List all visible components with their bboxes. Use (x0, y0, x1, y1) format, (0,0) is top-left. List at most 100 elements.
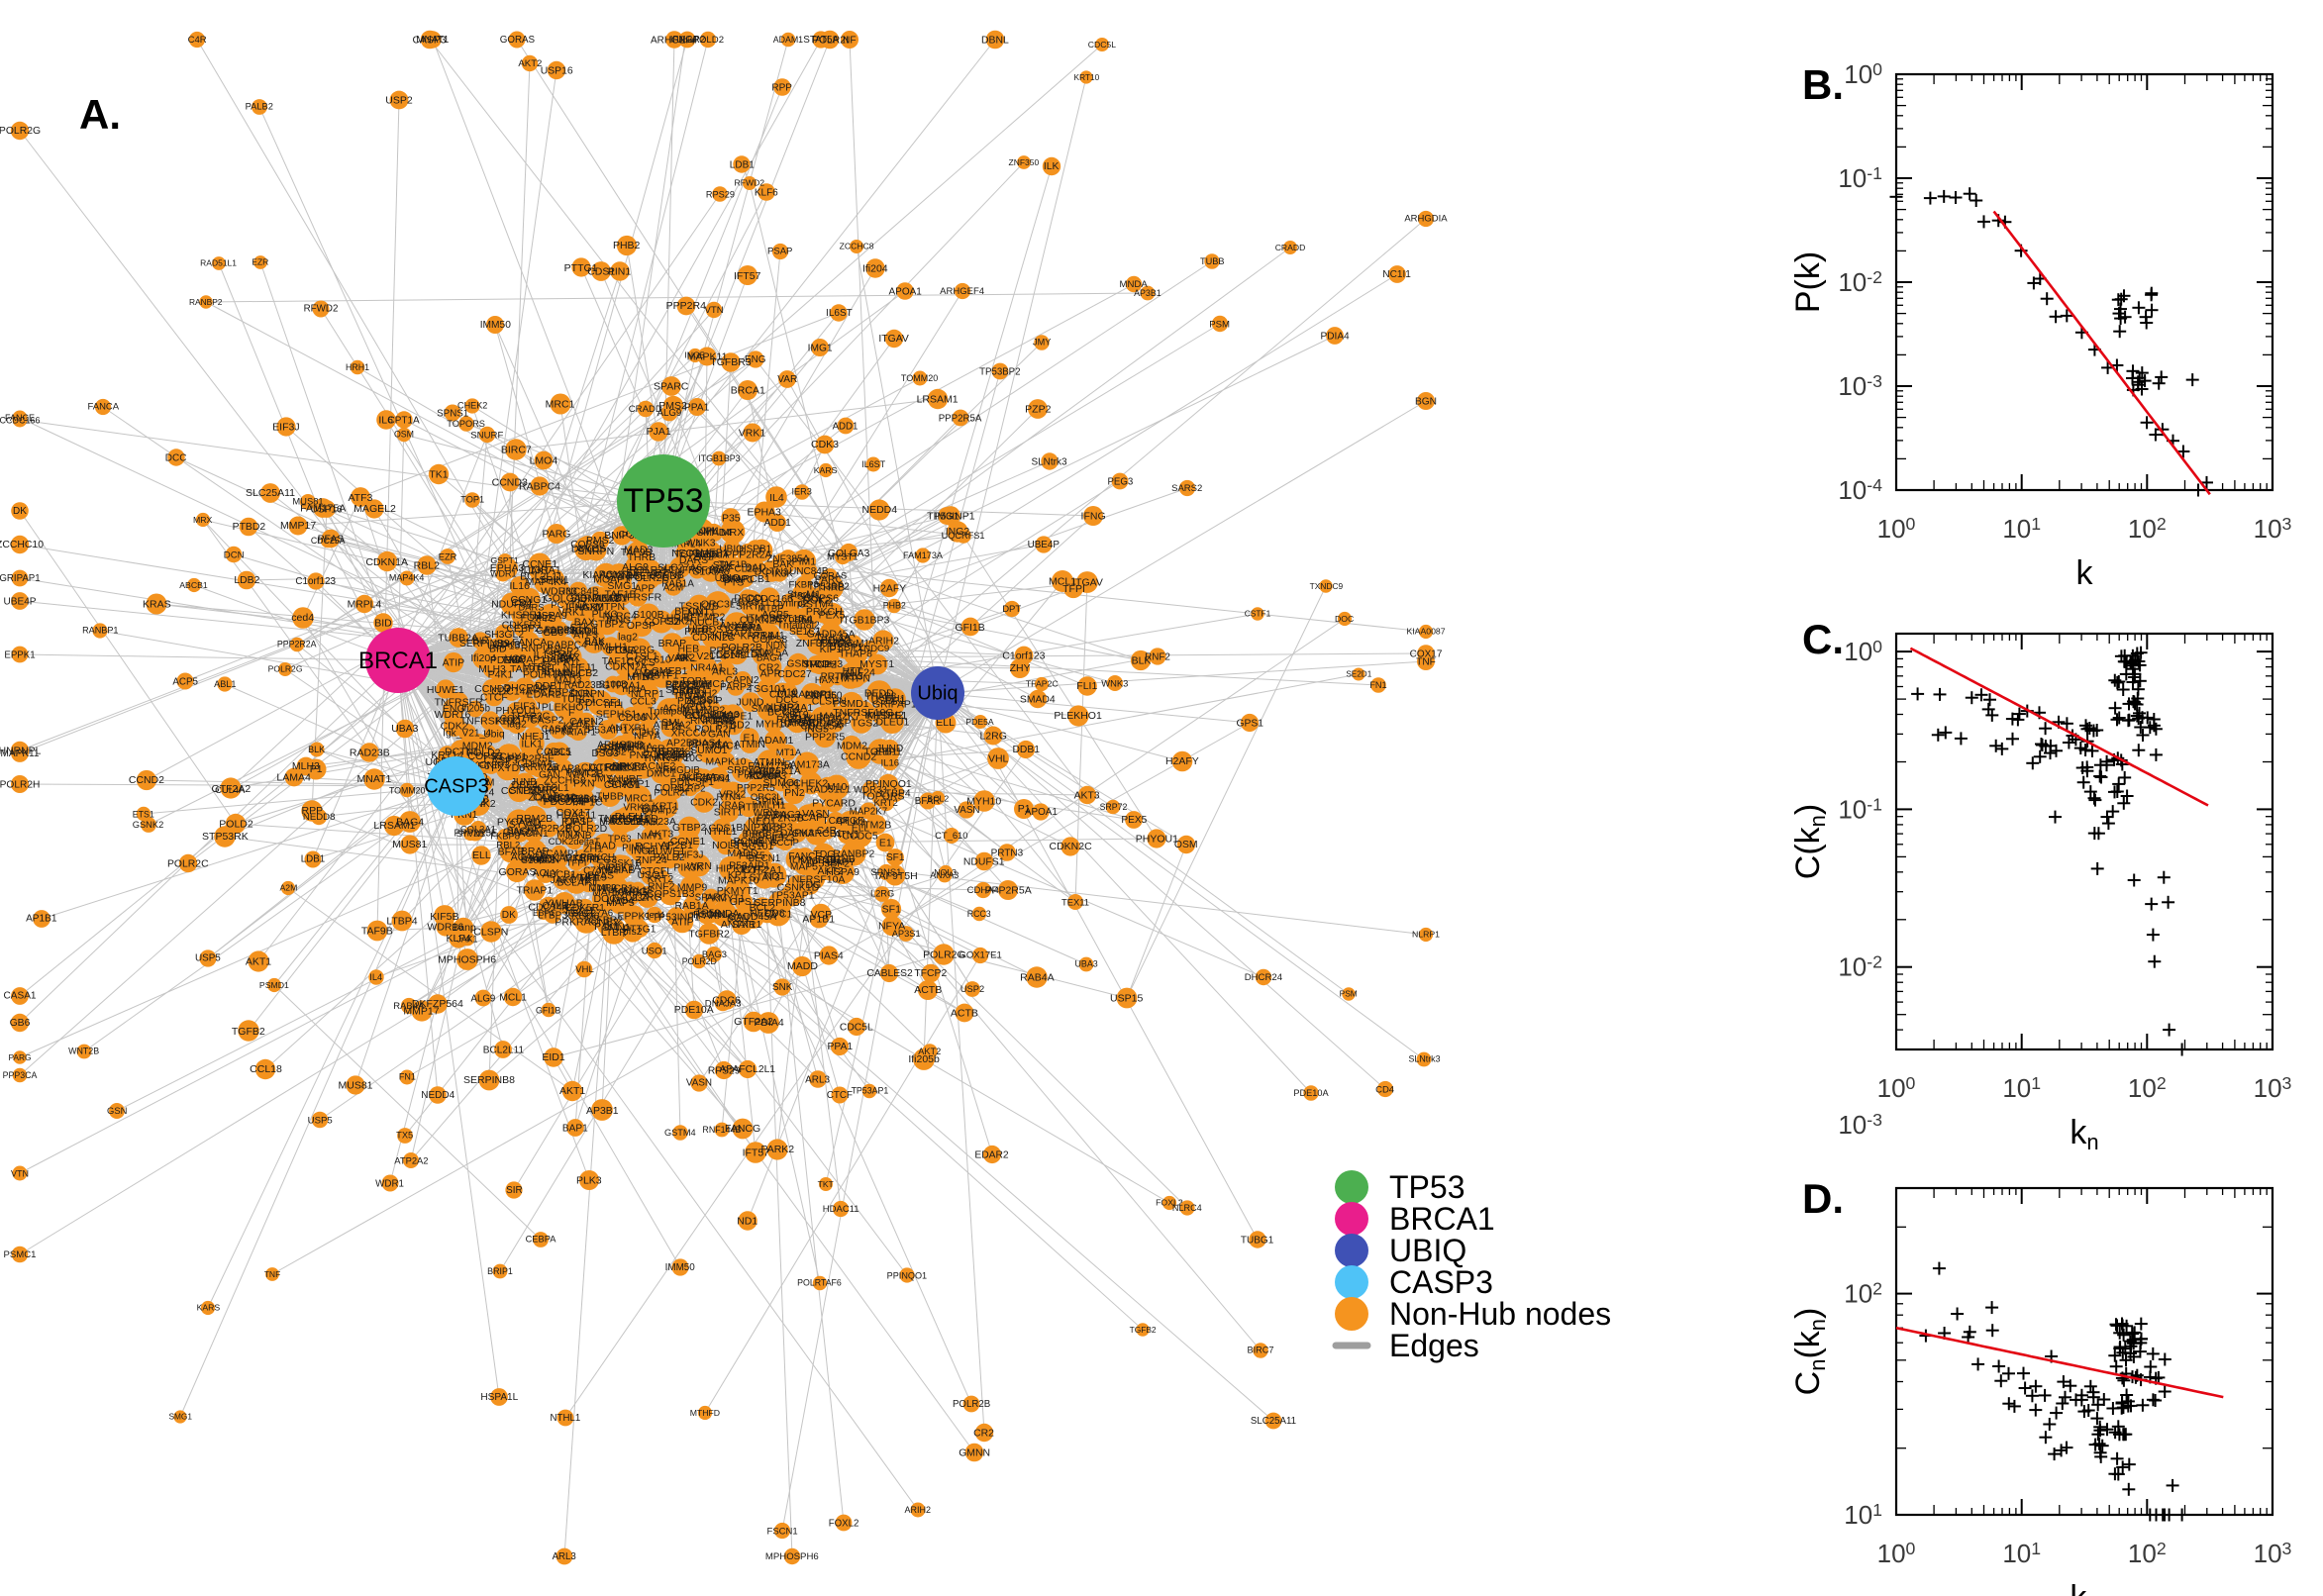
svg-text:P1: P1 (1018, 803, 1031, 815)
svg-text:ITGB1BP3: ITGB1BP3 (840, 615, 889, 627)
svg-text:ILK1: ILK1 (521, 738, 543, 749)
svg-text:CDS1: CDS1 (587, 266, 615, 278)
svg-text:MNX: MNX (637, 711, 659, 723)
svg-text:IFNG: IFNG (1081, 511, 1106, 523)
svg-text:JUND: JUND (876, 744, 903, 754)
svg-text:BCL2L11: BCL2L11 (483, 1046, 525, 1056)
svg-text:FANCG: FANCG (725, 1123, 760, 1135)
svg-text:PDIA4: PDIA4 (754, 1017, 784, 1029)
svg-text:TNFRSF10C: TNFRSF10C (833, 707, 893, 719)
svg-text:BID: BID (374, 618, 392, 630)
svg-text:IFT57: IFT57 (734, 270, 761, 282)
svg-text:PHYOU1: PHYOU1 (496, 706, 538, 717)
svg-text:UBA3: UBA3 (1075, 959, 1098, 969)
svg-text:VHL: VHL (988, 752, 1009, 764)
svg-text:ARHGDIA: ARHGDIA (1404, 214, 1448, 225)
svg-text:B.: B. (1802, 61, 1844, 108)
svg-text:ARHGEF4: ARHGEF4 (651, 35, 698, 46)
svg-text:POLR2G: POLR2G (0, 126, 41, 137)
svg-text:CCL3: CCL3 (630, 696, 656, 708)
svg-text:SMG1: SMG1 (168, 1411, 192, 1421)
svg-text:RNPUL1: RNPUL1 (521, 643, 562, 654)
svg-text:GTBP2: GTBP2 (672, 822, 707, 834)
svg-text:STP53RK: STP53RK (202, 831, 249, 843)
svg-text:SERPINB8: SERPINB8 (755, 897, 806, 909)
svg-text:ALG9: ALG9 (471, 993, 496, 1004)
svg-text:H2AFY: H2AFY (1165, 755, 1199, 767)
svg-text:AP3B1: AP3B1 (586, 1105, 619, 1117)
svg-text:LDB1: LDB1 (730, 160, 755, 171)
svg-text:SMAD4: SMAD4 (1020, 695, 1056, 706)
svg-text:NR4A1: NR4A1 (690, 662, 724, 674)
svg-text:SPARC: SPARC (654, 380, 689, 392)
svg-text:PMS2: PMS2 (658, 400, 687, 412)
svg-text:MAP4K4: MAP4K4 (389, 573, 425, 583)
svg-text:ARL3: ARL3 (805, 1074, 830, 1085)
svg-text:PEX5: PEX5 (1121, 815, 1147, 826)
svg-text:TXNDC9: TXNDC9 (1310, 581, 1344, 591)
svg-text:SLNtrk3: SLNtrk3 (1408, 1054, 1440, 1064)
svg-text:TRIAP1: TRIAP1 (517, 884, 554, 896)
svg-text:TGFB2: TGFB2 (1130, 1325, 1157, 1335)
svg-text:HDAC11: HDAC11 (823, 1204, 859, 1215)
svg-text:POLR2G: POLR2G (268, 663, 303, 673)
svg-text:APP: APP (635, 583, 656, 594)
svg-text:CDC5L: CDC5L (840, 1022, 873, 1033)
svg-text:EPPK1: EPPK1 (4, 650, 35, 661)
svg-text:CRADD: CRADD (1275, 243, 1306, 252)
svg-text:CSNK1D: CSNK1D (777, 881, 820, 893)
svg-text:BFAR: BFAR (498, 847, 526, 858)
svg-text:AKT2: AKT2 (518, 58, 542, 69)
svg-text:PPA1: PPA1 (828, 1042, 854, 1052)
svg-text:USP16: USP16 (541, 66, 573, 77)
svg-text:EIF3J: EIF3J (272, 422, 299, 434)
svg-text:ADAM1: ADAM1 (773, 35, 803, 45)
svg-text:FAM175A: FAM175A (748, 760, 793, 772)
svg-text:CYCS: CYCS (577, 543, 606, 554)
svg-text:TOP1: TOP1 (460, 495, 484, 505)
svg-text:WNT2B: WNT2B (68, 1047, 99, 1056)
svg-text:BID: BID (489, 644, 507, 655)
svg-text:CDKN1A: CDKN1A (365, 556, 408, 568)
svg-text:SRP72: SRP72 (1100, 802, 1128, 812)
svg-text:GB6: GB6 (10, 1018, 31, 1029)
svg-text:ACTB: ACTB (951, 1008, 978, 1020)
svg-text:SPIN1: SPIN1 (539, 574, 569, 586)
svg-text:SML: SML (661, 717, 683, 729)
svg-text:POLR2D: POLR2D (565, 823, 607, 835)
svg-text:RANBP2: RANBP2 (833, 848, 874, 860)
svg-text:TX5: TX5 (396, 1131, 413, 1141)
svg-text:WNK3: WNK3 (1101, 677, 1128, 688)
svg-text:CLSPN: CLSPN (812, 696, 847, 708)
svg-text:USP5: USP5 (308, 1115, 333, 1126)
svg-text:IL6ST: IL6ST (861, 459, 886, 469)
svg-text:ENG: ENG (745, 354, 765, 365)
svg-text:TP53BP2: TP53BP2 (808, 582, 850, 593)
svg-text:BAG4: BAG4 (396, 816, 424, 828)
svg-text:CDC5L: CDC5L (1088, 40, 1116, 50)
svg-text:JMY: JMY (1033, 338, 1051, 348)
svg-text:AP1B1: AP1B1 (26, 914, 57, 925)
svg-text:TOMM20: TOMM20 (389, 785, 426, 795)
svg-text:POLD2: POLD2 (466, 748, 501, 759)
svg-text:RPS29: RPS29 (706, 190, 735, 200)
svg-text:BRCA1: BRCA1 (731, 384, 765, 396)
svg-text:POLR2I: POLR2I (812, 35, 849, 46)
svg-text:PPP2R2A: PPP2R2A (277, 640, 317, 649)
svg-text:E1: E1 (879, 837, 892, 848)
svg-text:FAM173A: FAM173A (903, 550, 944, 560)
svg-text:TUBB2A: TUBB2A (438, 632, 478, 644)
svg-text:MUS81: MUS81 (292, 496, 323, 507)
svg-text:RFWD2: RFWD2 (735, 177, 765, 187)
svg-text:PKMYT1: PKMYT1 (705, 894, 746, 905)
svg-text:BGN: BGN (727, 914, 750, 925)
svg-text:PDE5A: PDE5A (965, 717, 993, 727)
svg-text:USP2: USP2 (960, 984, 984, 994)
svg-text:SF1: SF1 (886, 852, 905, 863)
svg-text:CTCF: CTCF (827, 1090, 853, 1101)
svg-text:PDE10A: PDE10A (1293, 1088, 1329, 1098)
svg-text:GOLGA3: GOLGA3 (545, 593, 587, 604)
svg-text:L2RG: L2RG (870, 889, 894, 899)
svg-text:TUBB: TUBB (596, 791, 624, 803)
svg-text:BGN: BGN (1415, 397, 1437, 408)
